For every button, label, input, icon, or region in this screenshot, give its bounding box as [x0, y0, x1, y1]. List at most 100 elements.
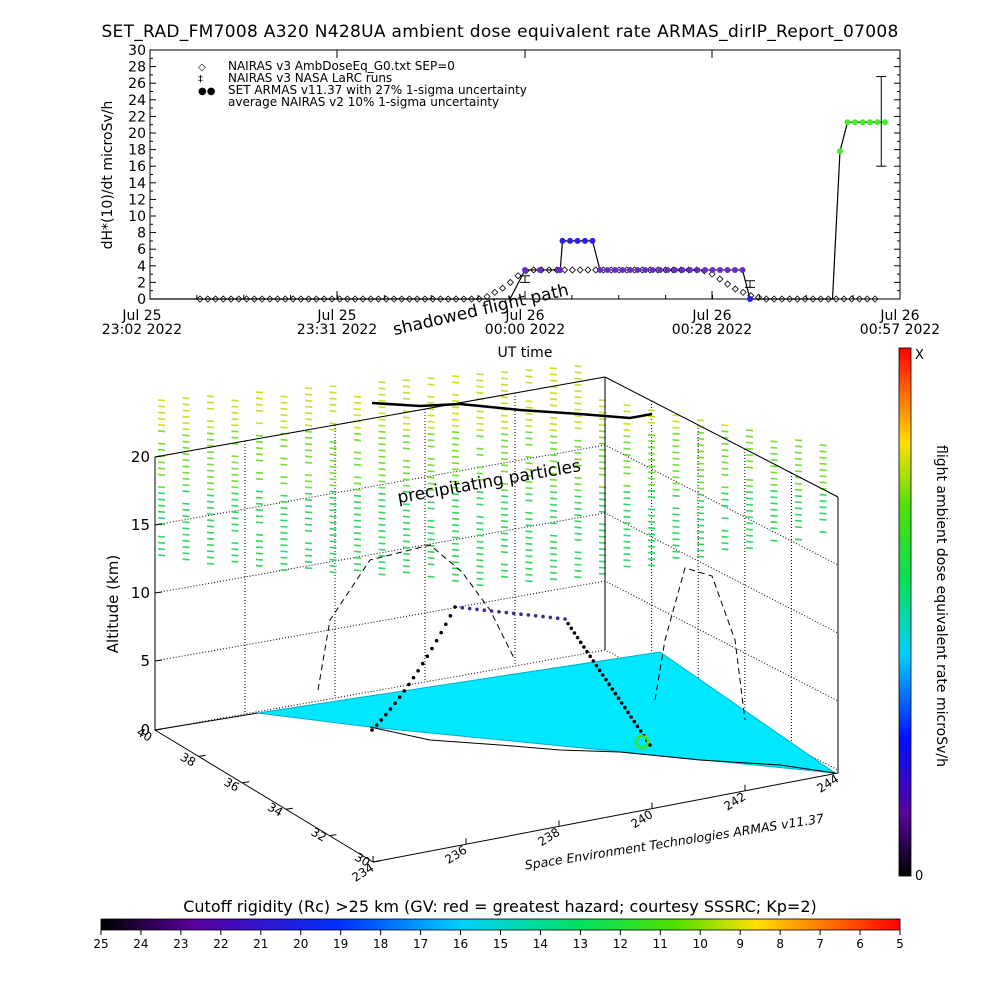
particle-marker: [402, 528, 411, 531]
particle-marker: [476, 522, 484, 525]
particle-marker: [353, 408, 362, 411]
particle-marker: [157, 504, 166, 507]
particle-marker: [647, 409, 656, 412]
particle-marker: [378, 523, 386, 526]
particle-marker: [770, 527, 778, 530]
particle-marker: [280, 544, 288, 547]
particle-marker: [378, 554, 386, 557]
nairas-point: [755, 293, 763, 301]
nairas-point: [436, 295, 445, 303]
particle-marker: [525, 431, 533, 434]
particle-marker: [182, 415, 190, 418]
nairas-point: [840, 295, 848, 303]
particle-marker: [451, 548, 460, 551]
flight-track-point: [511, 611, 516, 616]
particle-marker: [329, 403, 337, 406]
y-tick-label: 22: [128, 109, 146, 125]
particle-marker: [353, 538, 362, 541]
rigidity-tick-label: 19: [333, 937, 348, 951]
particle-marker: [378, 511, 386, 514]
particle-marker: [500, 458, 509, 461]
particle-marker: [647, 514, 656, 517]
particle-marker: [353, 507, 362, 510]
altitude-tick-mark: [154, 455, 163, 458]
legend-label: NAIRAS v3 NASA LaRC runs: [228, 71, 392, 85]
particle-marker: [231, 411, 239, 414]
particle-marker: [206, 562, 215, 565]
particle-marker: [451, 555, 460, 558]
particle-marker: [206, 420, 215, 423]
particle-marker: [574, 538, 582, 541]
nairas-point: [390, 295, 398, 303]
particle-marker: [231, 430, 239, 433]
particle-marker: [280, 494, 288, 497]
particle-marker: [500, 464, 509, 467]
particle-marker: [696, 549, 705, 552]
particle-marker: [255, 447, 264, 450]
particle-marker: [672, 532, 680, 535]
particle-marker: [451, 480, 460, 483]
flight-track-point: [635, 724, 640, 729]
particle-marker: [794, 538, 803, 541]
particle-marker: [500, 451, 509, 454]
flight-track-point: [407, 682, 411, 687]
armas-point: [597, 266, 603, 273]
legend: ◇ NAIRAS v3 AmbDoseEq_G0.txt SEP=0 ‡ NAIRAS…: [198, 59, 527, 109]
nairas-point: [266, 295, 274, 303]
flight-track-point: [526, 613, 531, 617]
particle-marker: [231, 560, 239, 563]
particle-marker: [500, 532, 509, 535]
particle-marker: [231, 424, 239, 427]
particle-marker: [549, 472, 558, 475]
particle-marker: [672, 538, 680, 541]
armas-point: [582, 237, 588, 244]
flight-track-point: [420, 661, 425, 666]
particle-marker: [182, 539, 190, 542]
particle-marker: [525, 474, 533, 477]
flight-track-point: [519, 612, 523, 616]
particle-marker: [794, 513, 803, 516]
particle-marker: [378, 548, 386, 551]
particle-marker: [525, 567, 533, 570]
particle-marker: [794, 482, 803, 485]
particle-marker: [500, 507, 509, 510]
particle-marker: [819, 450, 827, 453]
particle-marker: [280, 569, 288, 572]
particle-marker: [157, 405, 166, 408]
particle-marker: [672, 550, 680, 553]
particle-marker: [427, 402, 435, 405]
particle-marker: [182, 397, 190, 400]
particle-marker: [574, 377, 582, 380]
particle-marker: [525, 493, 533, 496]
particle-marker: [304, 399, 313, 402]
particle-marker: [525, 499, 533, 502]
particle-marker: [157, 461, 166, 464]
legend-symbol: ‡: [198, 74, 203, 85]
particle-marker: [231, 529, 239, 532]
altitude-tick-label: 0: [140, 721, 150, 739]
particle-marker: [623, 429, 631, 432]
particle-marker: [157, 541, 166, 544]
flight-track-point: [578, 640, 583, 645]
particle-marker: [819, 444, 827, 447]
x-tick-label-time: 23:02 2022: [102, 322, 182, 338]
particle-marker: [329, 422, 337, 425]
particle-marker: [819, 512, 827, 515]
particle-marker: [696, 537, 705, 540]
particle-marker: [182, 459, 190, 462]
particle-marker: [623, 404, 631, 407]
particle-marker: [329, 490, 337, 493]
particle-marker: [819, 493, 827, 496]
particle-marker: [304, 517, 313, 520]
particle-marker: [525, 530, 533, 533]
particle-marker: [745, 540, 754, 543]
particle-marker: [623, 528, 631, 531]
armas-point: [732, 266, 738, 273]
particle-marker: [255, 515, 264, 518]
armas-point: [664, 266, 671, 273]
flight-track-point: [497, 610, 501, 614]
particle-marker: [500, 414, 509, 417]
particle-marker: [378, 567, 386, 570]
